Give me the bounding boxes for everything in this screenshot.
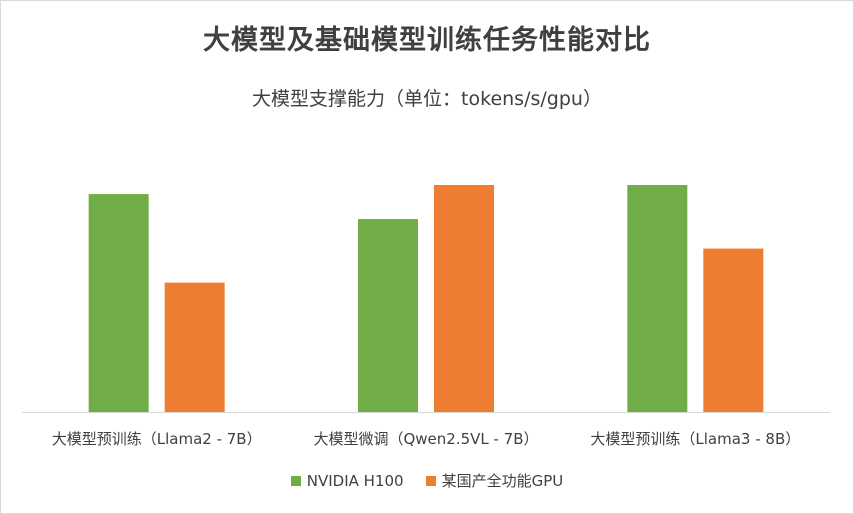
bar-1-series-0	[358, 219, 418, 412]
legend-swatch-domestic-gpu	[425, 475, 436, 486]
bar-0-series-1	[164, 282, 225, 412]
legend-item-domestic-gpu: 某国产全功能GPU	[425, 470, 564, 491]
legend-item-nvidia-h100: NVIDIA H100	[290, 470, 404, 491]
bar-1-series-1	[434, 185, 494, 412]
legend-swatch-nvidia-h100	[290, 475, 301, 486]
bar-2-series-0	[627, 185, 688, 412]
legend: NVIDIA H100 某国产全功能GPU	[0, 470, 854, 491]
legend-label-nvidia-h100: NVIDIA H100	[306, 471, 404, 490]
legend-label-domestic-gpu: 某国产全功能GPU	[441, 472, 564, 490]
chart-title: 大模型及基础模型训练任务性能对比	[203, 25, 651, 56]
chart-subtitle: 大模型支撑能力（单位：tokens/s/gpu）	[252, 88, 602, 110]
x-tick-label-2: 大模型预训练（Llama3 - 8B）	[590, 430, 800, 448]
bar-2-series-1	[703, 248, 764, 412]
bar-0-series-0	[88, 194, 149, 412]
x-tick-label-1: 大模型微调（Qwen2.5VL - 7B）	[313, 430, 538, 448]
x-tick-label-0: 大模型预训练（Llama2 - 7B）	[52, 430, 262, 448]
